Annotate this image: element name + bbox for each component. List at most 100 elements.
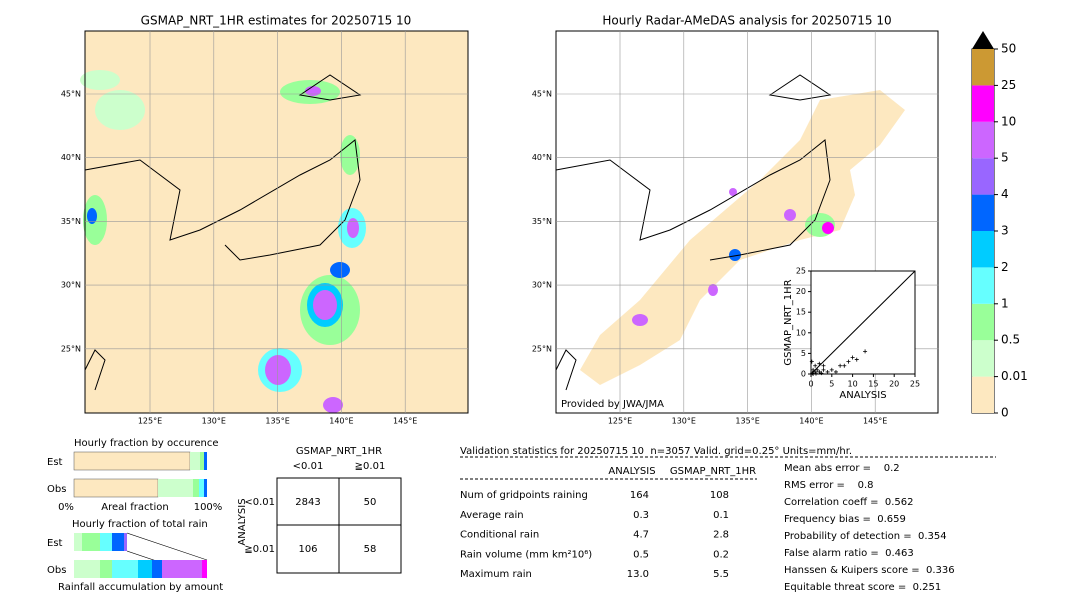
lon-label: 140°E [329,417,353,426]
colorbar-label: 1 [1001,296,1009,310]
left-map [80,30,469,414]
ct-title: GSMAP_NRT_1HR [296,446,382,457]
colorbar-segment [972,340,994,377]
lon-label: 135°E [735,417,759,426]
scatter-point [821,367,826,372]
scatter-point [813,371,818,376]
val-row-label: Rain volume (mm km²10⁶) [460,549,592,560]
val-row-label: Conditional rain [460,530,539,541]
x-tick-label: 0 [808,380,813,389]
colorbar-label: 2 [1001,260,1009,274]
bars [73,451,208,579]
val-value: 0.2 [713,549,729,560]
colorbar-segment [972,85,994,122]
scatter-point [842,363,847,368]
val-value: 2.8 [713,530,729,541]
lat-label: 35°N [61,217,81,226]
x-tick-label: 5 [829,380,834,389]
score: Correlation coeff = 0.562 [784,497,914,508]
lon-label: 130°E [202,417,226,426]
val-value: 108 [710,490,729,501]
scatter-point [833,369,838,374]
lon-label: 125°E [138,417,162,426]
colorbar-label: 0.01 [1001,369,1028,383]
colorbar-segment [972,376,994,413]
colorbar-segment [972,231,994,268]
occ-axis-mid: Areal fraction [101,502,168,513]
val-value: 13.0 [627,569,649,580]
score: Frequency bias = 0.659 [784,514,906,525]
scatter-point [817,361,822,366]
lon-label: 130°E [672,417,696,426]
lat-label: 30°N [61,281,81,290]
y-tick-label: 20 [796,287,806,296]
colorbar-segment [972,158,994,195]
inset-ylabel: GSMAP_NRT_1HR [783,279,794,365]
x-tick-label: 20 [889,380,899,389]
lon-label: 145°E [393,417,417,426]
scatter-point [850,355,855,360]
colorbar-segment [972,303,994,341]
lat-label: 35°N [532,217,552,226]
colorbar-label: 3 [1001,224,1009,238]
lat-label: 25°N [532,344,552,353]
ct-cell: 58 [364,544,377,555]
ct-col-label: <0.01 [293,461,324,472]
lat-label: 25°N [61,344,81,353]
ct-cell: 2843 [295,497,320,508]
lon-label: 145°E [863,417,887,426]
scatter-point [809,359,814,364]
colorbar-extend [972,31,994,49]
colorbar-label: 50 [1001,42,1016,56]
score: Equitable threat score = 0.251 [784,582,941,593]
row-label: Obs [47,565,66,576]
scatter-point [863,349,868,354]
y-tick-label: 25 [796,267,806,276]
x-tick-label: 15 [868,380,878,389]
scatter-point [846,359,851,364]
val-value: 0.3 [633,510,649,521]
y-tick-label: 0 [801,370,806,379]
scatter-point [815,367,820,372]
right-title: Hourly Radar-AMeDAS analysis for 2025071… [602,14,891,28]
credit: Provided by JWA/JMA [561,399,664,410]
colorbar-label: 25 [1001,78,1016,92]
occ-title: Hourly fraction by occurence [74,438,218,449]
diagonal [810,270,916,375]
y-tick-label: 5 [801,349,806,358]
tot-title: Hourly fraction of total rain [72,519,208,530]
score: Hanssen & Kuipers score = 0.336 [784,565,955,576]
score: Probability of detection = 0.354 [784,531,947,542]
val-row-label: Num of gridpoints raining [460,490,588,501]
score: Mean abs error = 0.2 [784,463,900,474]
lat-label: 40°N [61,153,81,162]
validation-header: Validation statistics for 20250715 10 n=… [460,446,852,457]
y-tick-label: 15 [796,308,806,317]
val-value: 4.7 [633,530,649,541]
row-label: Est [47,457,63,468]
row-label: Est [47,538,63,549]
ct-cell: 106 [298,544,317,555]
val-value: 164 [630,490,649,501]
scatter-point [854,357,859,362]
ct-row-label: ≧0.01 [244,544,275,555]
val-value: 0.5 [633,549,649,560]
val-column: ANALYSIS [608,466,655,477]
lat-label: 45°N [61,90,81,99]
lon-label: 135°E [265,417,289,426]
val-row-label: Average rain [460,510,524,521]
ct-col-label: ≧0.01 [355,461,386,472]
scatter-point [811,367,816,372]
scatter-point [811,372,816,376]
colorbar-label: 4 [1001,187,1009,201]
lon-label: 140°E [799,417,823,426]
lat-label: 40°N [532,153,552,162]
val-value: 0.1 [713,510,729,521]
scatter-point [817,369,822,374]
inset-xlabel: ANALYSIS [839,390,886,401]
scatter-point [810,371,815,376]
row-label: Obs [47,484,66,495]
scatter-point [838,363,843,368]
ct-row-label: <0.01 [244,497,275,508]
lat-label: 30°N [532,281,552,290]
